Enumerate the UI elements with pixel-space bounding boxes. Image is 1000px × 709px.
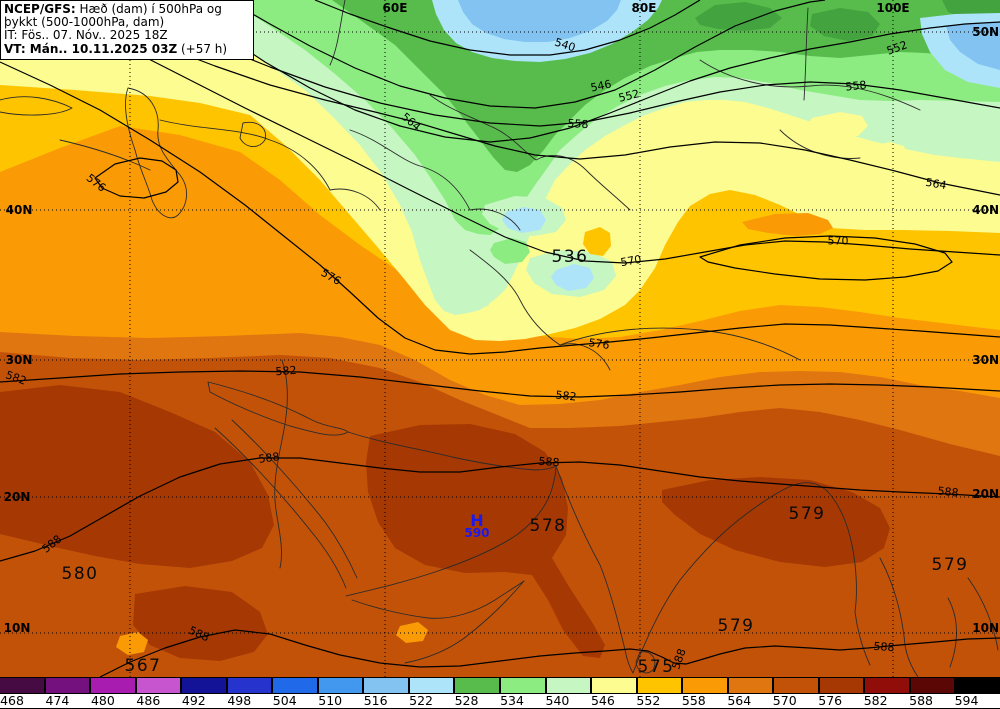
title-box: NCEP/GFS: Hæð (dam) í 500hPa og þykkt (5… (0, 0, 254, 60)
title-line-2: þykkt (500-1000hPa, dam) (4, 15, 165, 30)
colorbar-swatch (273, 678, 319, 693)
colorbar-swatch (956, 678, 1000, 693)
colorbar-swatch (182, 678, 228, 693)
colorbar-swatch (910, 678, 957, 693)
colorbar-swatch (455, 678, 502, 693)
colorbar-value: 534 (500, 693, 524, 708)
thickness-fill-layer (0, 0, 1000, 677)
colorbar-swatch (227, 678, 274, 693)
colorbar-value: 474 (45, 693, 70, 708)
colorbar-value: 486 (136, 693, 161, 708)
colorbar-value: 570 (772, 693, 797, 708)
colorbar-value: 504 (272, 693, 297, 708)
colorbar-value: 588 (909, 693, 934, 708)
title-line-3: IT: Fös.. 07. Nóv.. 2025 18Z (4, 28, 168, 43)
colorbar-value: 564 (727, 693, 752, 708)
colorbar-swatch (683, 678, 729, 693)
title-line-1: NCEP/GFS: Hæð (dam) í 500hPa og (4, 2, 222, 16)
colorbar-value: 468 (0, 693, 24, 708)
colorbar-swatch (637, 678, 684, 693)
colorbar-value: 594 (954, 693, 979, 708)
colorbar-swatch (318, 678, 365, 693)
colorbar-swatch (865, 678, 911, 693)
colorbar-swatch (728, 678, 775, 693)
colorbar-value: 576 (818, 693, 843, 708)
colorbar-swatch (91, 678, 137, 693)
colorbar-swatch (819, 678, 866, 693)
colorbar-swatch (364, 678, 410, 693)
colorbar-swatch (592, 678, 638, 693)
colorbar-value: 498 (227, 693, 252, 708)
colorbar-value: 528 (454, 693, 479, 708)
colorbar-value: 522 (409, 693, 434, 708)
colorbar-value: 510 (318, 693, 343, 708)
colorbar-value: 540 (545, 693, 570, 708)
colorbar-swatch (136, 678, 183, 693)
colorbar-value: 546 (590, 693, 615, 708)
colorbar-swatch (774, 678, 820, 693)
gridline-layer (0, 0, 1000, 677)
title-line-4: VT: Mán.. 10.11.2025 03Z (+57 h) (4, 41, 228, 56)
thickness-colorbar (0, 677, 1000, 694)
height-contour-layer (0, 0, 1000, 677)
colorbar-value: 516 (363, 693, 388, 708)
colorbar-value: 552 (636, 693, 661, 708)
colorbar-value: 480 (90, 693, 115, 708)
colorbar-scale: 468 474 480 486 492 498 504 510 516 522 528 534 540 5… (0, 693, 1000, 709)
colorbar-value: 492 (181, 693, 206, 708)
coastline-layer (0, 0, 999, 677)
colorbar-value: 582 (863, 693, 888, 708)
colorbar-swatch (501, 678, 547, 693)
thickness-height-map (0, 0, 1000, 677)
colorbar-swatch (45, 678, 92, 693)
colorbar-swatch (409, 678, 456, 693)
colorbar-swatch (546, 678, 593, 693)
colorbar-value: 558 (681, 693, 706, 708)
colorbar-swatch (0, 678, 46, 693)
